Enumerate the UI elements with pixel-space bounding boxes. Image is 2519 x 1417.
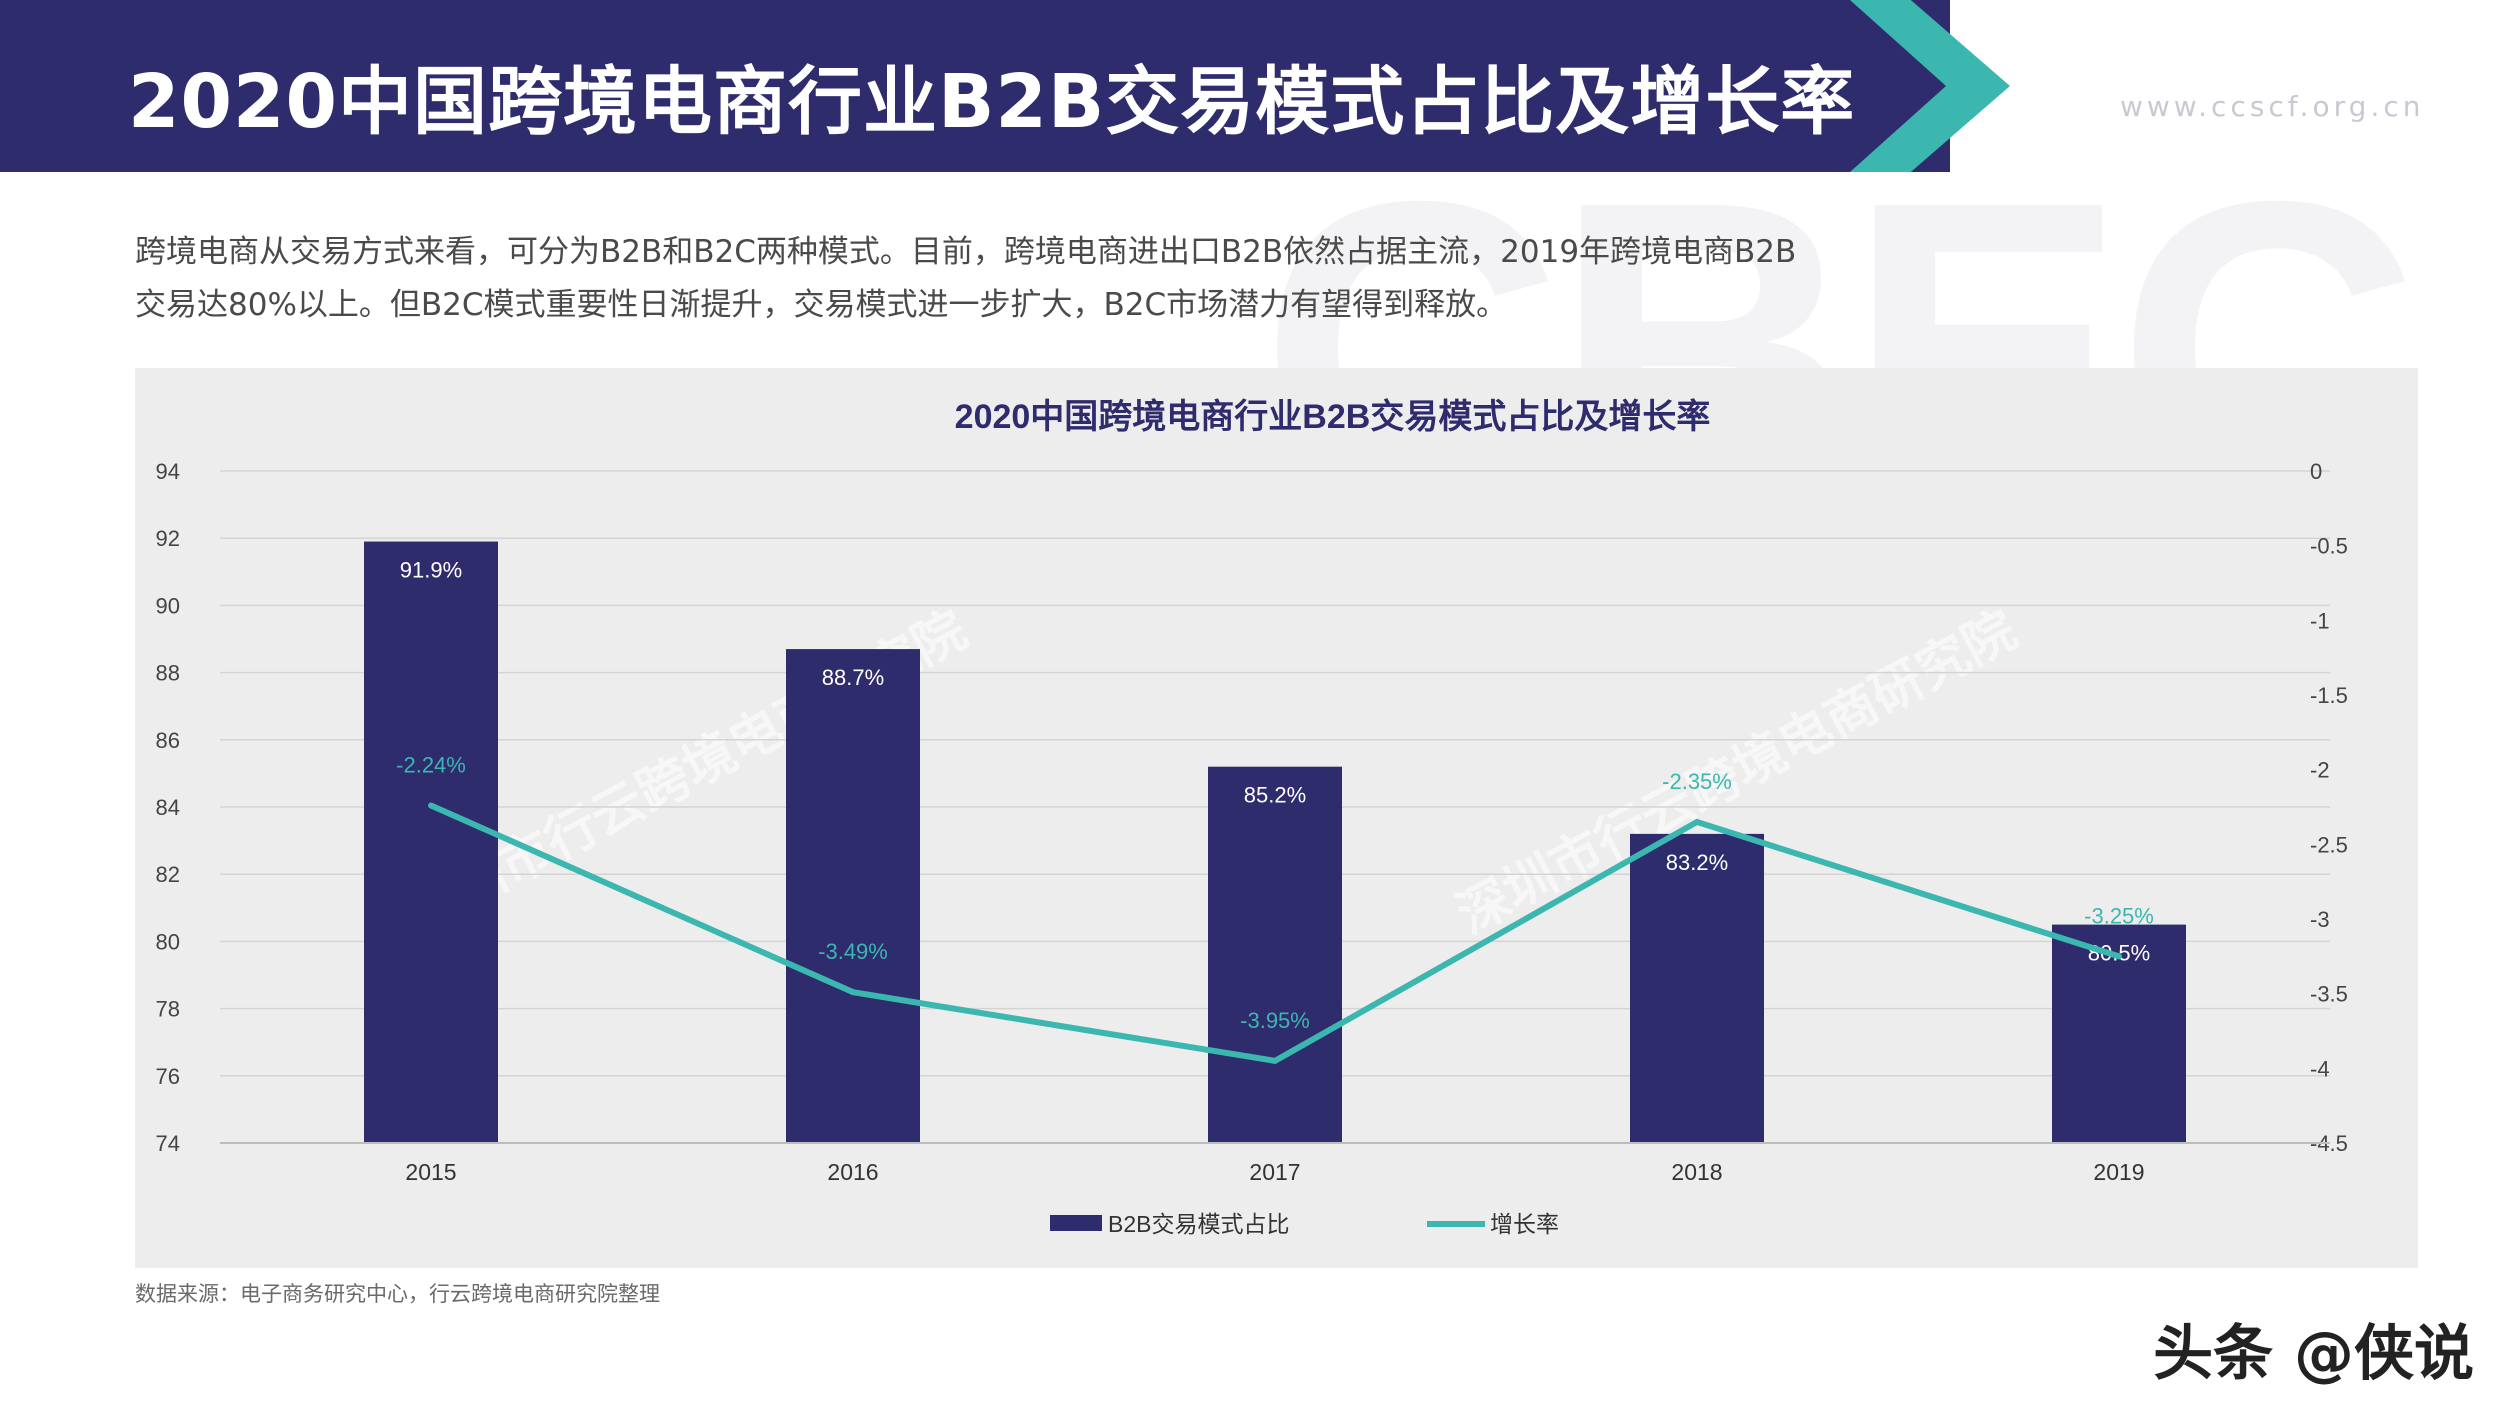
site-url: www.ccscf.org.cn (2120, 90, 2425, 123)
y-left-tick-label: 74 (156, 1131, 180, 1156)
y-right-tick-label: -3 (2310, 907, 2330, 932)
y-left-tick-label: 76 (156, 1064, 180, 1089)
growth-rate-point (1694, 818, 1700, 825)
legend-label-bar: B2B交易模式占比 (1108, 1211, 1289, 1237)
intro-paragraph: 跨境电商从交易方式来看，可分为B2B和B2C两种模式。目前，跨境电商进出口B2B… (135, 234, 1797, 323)
y-left-tick-label: 84 (156, 795, 180, 820)
y-right-tick-label: -1 (2310, 608, 2330, 633)
y-left-tick-label: 92 (156, 526, 180, 551)
y-right-tick-label: -4 (2310, 1056, 2330, 1081)
x-tick-label: 2016 (827, 1159, 878, 1185)
y-left-tick-label: 82 (156, 862, 180, 887)
x-tick-label: 2015 (405, 1159, 456, 1185)
x-tick-label: 2018 (1671, 1159, 1722, 1185)
y-right-tick-label: -3.5 (2310, 982, 2348, 1007)
y-left-tick-label: 78 (156, 997, 180, 1022)
y-left-tick-label: 86 (156, 728, 180, 753)
bar-data-label: 85.2% (1244, 783, 1306, 808)
legend-label-line: 增长率 (1490, 1211, 1559, 1237)
y-left-tick-label: 80 (156, 929, 180, 954)
chart-title: 2020中国跨境电商行业B2B交易模式占比及增长率 (955, 397, 1711, 436)
y-left-tick-label: 94 (156, 459, 180, 484)
legend-swatch-bar (1050, 1215, 1102, 1231)
line-data-label: -2.35% (1662, 769, 1732, 794)
bar-2019 (2052, 924, 2186, 1143)
line-data-label: -3.25% (2084, 903, 2154, 928)
page-title: 2020中国跨境电商行业B2B交易模式占比及增长率 (128, 59, 1856, 145)
growth-rate-point (428, 802, 434, 809)
header-banner (0, 0, 1950, 172)
data-source-note: 数据来源：电子商务研究中心，行云跨境电商研究院整理 (135, 1282, 660, 1306)
bar-2018 (1630, 833, 1764, 1143)
growth-rate-point (2116, 953, 2122, 960)
line-data-label: -2.24% (396, 753, 466, 778)
bar-2017 (1208, 766, 1342, 1143)
y-right-tick-label: -2.5 (2310, 832, 2348, 857)
growth-rate-point (850, 989, 856, 996)
y-right-tick-label: 0 (2310, 459, 2322, 484)
bar-2016 (786, 649, 920, 1143)
x-tick-label: 2019 (2093, 1159, 2144, 1185)
growth-rate-point (1272, 1057, 1278, 1064)
y-right-tick-label: -2 (2310, 758, 2330, 783)
y-right-tick-label: -0.5 (2310, 534, 2348, 559)
y-left-tick-label: 90 (156, 593, 180, 618)
bar-data-label: 83.2% (1666, 850, 1728, 875)
bar-data-label: 91.9% (400, 558, 462, 583)
bar-2015 (364, 541, 498, 1143)
y-right-tick-label: -1.5 (2310, 683, 2348, 708)
line-data-label: -3.95% (1240, 1008, 1310, 1033)
bar-data-label: 88.7% (822, 665, 884, 690)
line-data-label: -3.49% (818, 939, 888, 964)
y-left-tick-label: 88 (156, 661, 180, 686)
x-tick-label: 2017 (1249, 1159, 1300, 1185)
footer-brand: 头条 @侠说 (2153, 1319, 2474, 1389)
chart-panel: 2020中国跨境电商行业B2B交易模式占比及增长率 深圳市行云跨境电商研究院 深圳市… (135, 368, 2418, 1268)
bar-data-label: 80.5% (2088, 941, 2150, 966)
